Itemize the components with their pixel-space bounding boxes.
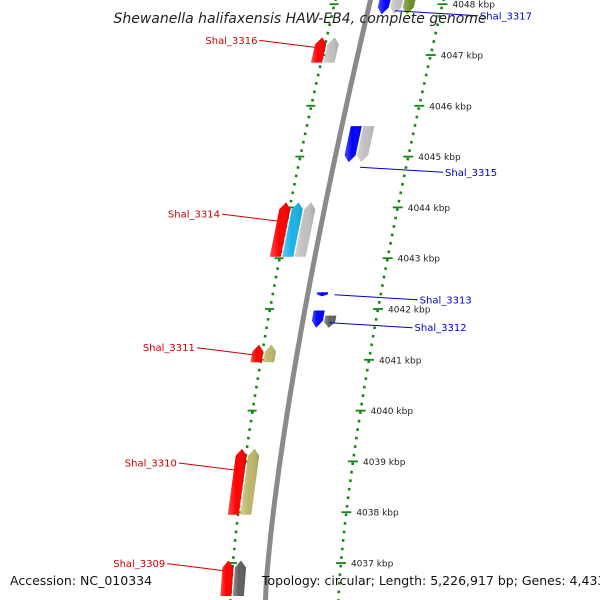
label-leader-line <box>167 563 224 572</box>
ruler-line-right <box>337 0 445 600</box>
gene-arrow-shading <box>390 0 404 15</box>
tick-label: 4043 kbp <box>398 255 441 265</box>
gene-arrow-shading <box>324 315 337 328</box>
gene-arrow-shading <box>357 126 375 163</box>
tick-label: 4045 kbp <box>418 153 461 163</box>
map-title: Shewanella halifaxensis HAW-EB4, complet… <box>113 11 486 27</box>
tick-labels: 4037 kbp 4038 kbp 4039 kbp 4040 kbp 4041 kbp… <box>351 1 495 570</box>
gene-arrow-shading <box>311 310 325 328</box>
gene-features <box>220 0 416 596</box>
gene-label-reverse: Shal_3313 <box>420 295 472 306</box>
tick-label: 4048 kbp <box>453 1 496 11</box>
tick-label: 4039 kbp <box>363 458 406 468</box>
gene-label-forward: Shal_3310 <box>125 459 177 470</box>
gene-arrow-shading <box>316 292 329 297</box>
topology-label: Topology: circular; Length: 5,226,917 bp… <box>262 573 600 588</box>
tick-label: 4037 kbp <box>351 560 394 570</box>
gene-arrow-shading <box>377 0 391 15</box>
label-leader-line <box>221 213 279 222</box>
label-leader-line <box>196 347 253 356</box>
tick-label: 4040 kbp <box>371 407 414 417</box>
tick-label: 4044 kbp <box>408 204 451 214</box>
gene-arrow-shading <box>263 344 276 363</box>
gene-labels: Shal_3309 Shal_3310 Shal_3311 Shal_3314 Shal… <box>113 10 532 572</box>
gene-label-forward: Shal_3311 <box>143 343 195 354</box>
gene-arrow-shading <box>227 448 247 515</box>
gene-arrow-shading <box>269 202 291 257</box>
gene-arrow-shading <box>232 560 246 596</box>
label-leader-line <box>334 294 418 301</box>
genome-backbone <box>263 0 374 600</box>
gene-arrow-shading <box>323 37 339 63</box>
label-leader-line <box>259 39 316 48</box>
gene-arrow-shading <box>250 344 264 363</box>
label-leader-line <box>394 10 478 17</box>
tick-label: 4047 kbp <box>441 52 484 62</box>
tick-label: 4038 kbp <box>356 509 399 519</box>
gene-arrow-shading <box>282 202 303 257</box>
gene-label-reverse: Shal_3312 <box>415 323 467 334</box>
tick-label: 4041 kbp <box>379 356 422 366</box>
label-leader-line <box>360 166 444 173</box>
gene-label-forward: Shal_3316 <box>205 36 257 47</box>
gene-label-reverse: Shal_3317 <box>480 11 532 22</box>
tick-label: 4046 kbp <box>429 102 472 112</box>
accession-label: Accession: NC_010334 <box>10 573 153 588</box>
gene-arrow-shading <box>344 126 362 163</box>
tick-label: 4042 kbp <box>388 306 431 316</box>
gene-arrow-shading <box>240 448 260 515</box>
gene-label-forward: Shal_3309 <box>113 559 165 570</box>
gene-arrow-shading <box>294 202 316 257</box>
gene-arrow-shading <box>220 560 234 596</box>
gene-arrow-shading <box>402 0 416 15</box>
gene-label-reverse: Shal_3315 <box>445 168 497 179</box>
label-leader-line <box>329 322 413 329</box>
gene-label-forward: Shal_3314 <box>168 210 220 221</box>
label-leader-line <box>178 462 235 471</box>
gene-arrow-shading <box>311 37 327 63</box>
